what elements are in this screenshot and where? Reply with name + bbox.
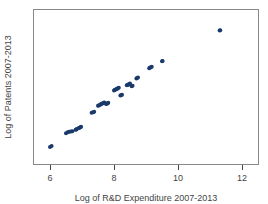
svg-text:10: 10 xyxy=(173,173,183,183)
svg-text:6: 6 xyxy=(47,173,52,183)
svg-text:8: 8 xyxy=(111,173,116,183)
svg-text:Log of Patents 2007-2013: Log of Patents 2007-2013 xyxy=(3,35,13,139)
svg-text:12: 12 xyxy=(237,173,247,183)
svg-text:Log of R&D Expenditure 2007-20: Log of R&D Expenditure 2007-2013 xyxy=(75,193,218,203)
